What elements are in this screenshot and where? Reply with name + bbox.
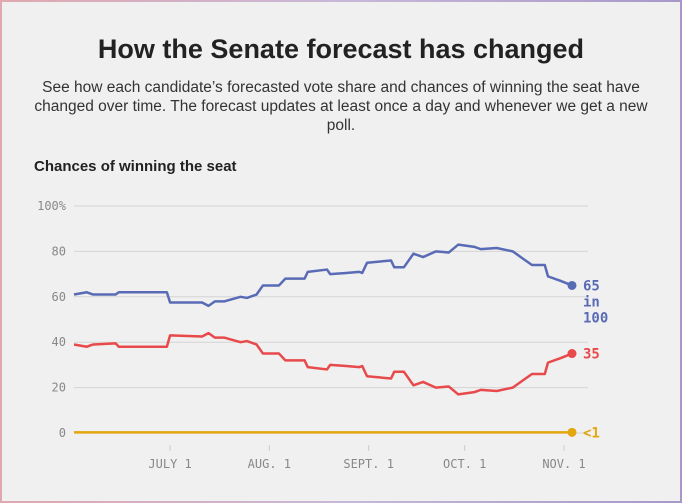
y-tick-label: 40 [52,335,66,349]
end-point-democrat [567,280,577,290]
series-line-democrat [73,243,573,308]
y-tick-label: 80 [52,244,66,258]
x-tick-label: SEPT. 1 [343,457,394,471]
y-tick-label: 60 [52,290,66,304]
series-line-republican [73,331,573,396]
x-tick-label: JULY 1 [148,457,191,471]
x-tick-label: OCT. 1 [443,457,486,471]
end-label: in [583,294,600,310]
y-tick-label: 0 [59,426,66,440]
page-subtitle: See how each candidate’s forecasted vote… [34,79,648,134]
end-label: 35 [583,347,600,363]
end-label: <1 [583,425,600,441]
end-point-other [567,427,577,437]
end-point-republican [567,349,577,359]
end-label: 100 [583,310,608,326]
x-tick-label: AUG. 1 [248,457,291,471]
end-label: 65 [583,278,600,294]
chart-title: Chances of winning the seat [34,158,237,175]
y-tick-label: 100% [37,199,67,213]
page-title: How the Senate forecast has changed [97,34,585,64]
x-tick-label: NOV. 1 [542,457,585,471]
y-tick-label: 20 [52,381,66,395]
